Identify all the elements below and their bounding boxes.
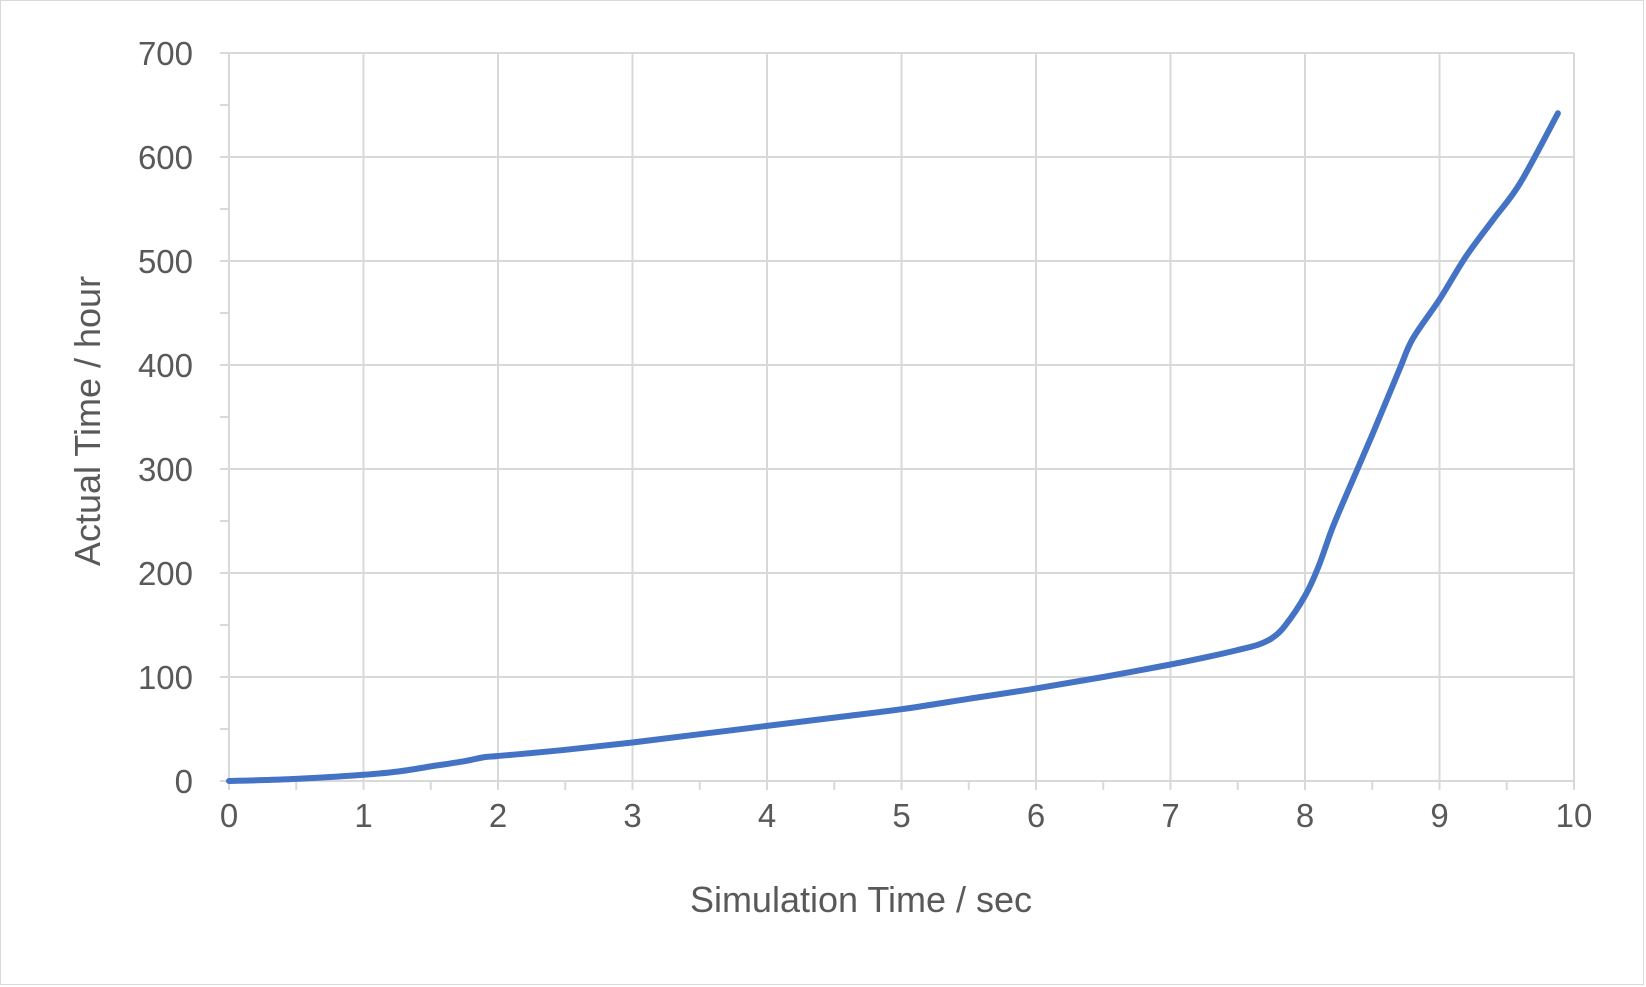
y-axis-title: Actual Time / hour <box>67 276 108 566</box>
series-line <box>226 110 1561 784</box>
x-tick-label: 8 <box>1296 797 1314 834</box>
x-tick-label: 1 <box>354 797 372 834</box>
x-tick-label: 3 <box>623 797 641 834</box>
y-tick-label: 400 <box>138 347 193 384</box>
axes <box>220 52 1575 790</box>
x-tick-label: 5 <box>892 797 910 834</box>
x-tick-label: 7 <box>1161 797 1179 834</box>
x-tick-label: 6 <box>1027 797 1045 834</box>
y-tick-label: 600 <box>138 139 193 176</box>
x-tick-label: 2 <box>489 797 507 834</box>
y-tick-label: 100 <box>138 659 193 696</box>
y-tick-label: 300 <box>138 451 193 488</box>
y-tick-label: 0 <box>175 763 193 800</box>
x-tick-label: 0 <box>220 797 238 834</box>
x-axis-title: Simulation Time / sec <box>690 879 1032 920</box>
x-tick-label: 9 <box>1430 797 1448 834</box>
series-lines <box>226 110 1561 784</box>
y-tick-label: 200 <box>138 555 193 592</box>
y-tick-label: 700 <box>138 35 193 72</box>
y-tick-label: 500 <box>138 243 193 280</box>
gridlines <box>229 52 1575 781</box>
x-tick-label: 10 <box>1556 797 1593 834</box>
x-tick-label: 4 <box>758 797 776 834</box>
